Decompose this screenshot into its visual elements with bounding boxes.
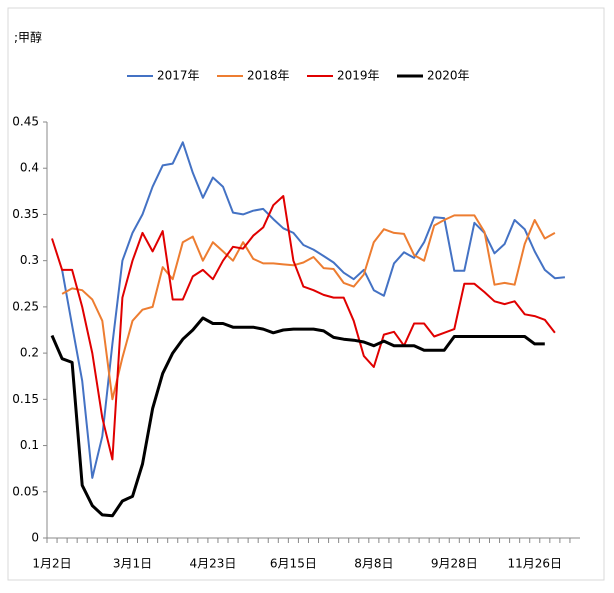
x-tick-label: 3月1日 [113,557,152,571]
series-line [51,195,556,461]
y-tick-label: 0.1 [20,438,39,452]
chart-frame [7,7,605,581]
y-tick-label: 0.25 [12,299,39,313]
y-tick-label: 0 [31,531,39,545]
y-tick-label: 0.05 [12,484,39,498]
legend-label: 2018年 [247,69,290,83]
y-tick-label: 0.2 [20,346,39,360]
y-tick-label: 0.3 [20,253,39,267]
x-tick-label: 4月23日 [189,557,236,571]
series-line [50,316,545,518]
x-tick-label: 6月15日 [270,557,317,571]
chart-title: ;甲醇 [14,30,42,45]
legend-label: 2019年 [337,69,380,83]
y-tick-label: 0.4 [20,161,39,175]
y-tick-label: 0.35 [12,207,39,221]
x-tick-label: 11月26日 [507,557,562,571]
x-tick-label: 9月28日 [431,557,478,571]
x-tick-label: 8月8日 [354,557,393,571]
series-line [61,214,556,401]
y-tick-label: 0.45 [12,115,39,129]
legend-label: 2017年 [157,69,200,83]
y-tick-label: 0.15 [12,392,39,406]
x-tick-label: 1月2日 [32,557,71,571]
legend-label: 2020年 [427,69,470,83]
series-line [61,141,565,479]
